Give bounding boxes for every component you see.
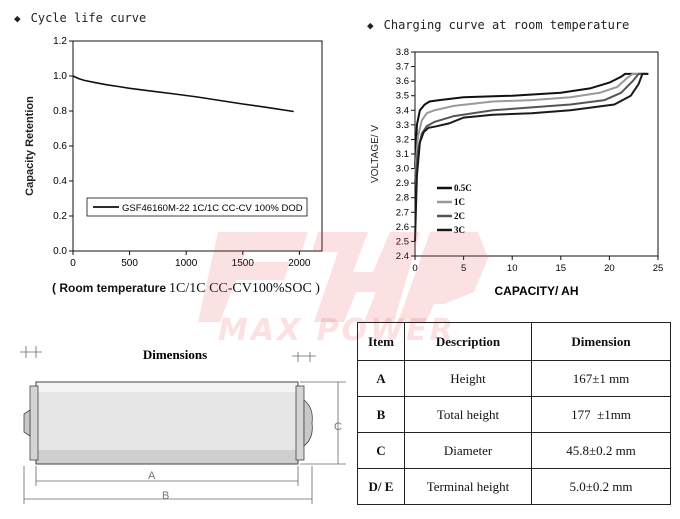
dimensions-title: Dimensions (143, 347, 207, 362)
series-line (414, 72, 649, 242)
y-tick-label: 1.0 (53, 71, 67, 82)
charging-curve-chart: 0 5 10 15 20 25 2.4 2.5 2.6 2.7 2.8 2.9 3.0 3.1 3.2 3.3… (370, 47, 664, 298)
y-tick-label: 3.7 (396, 62, 409, 73)
table-row: C Diameter 45.8±0.2 mm (357, 432, 671, 469)
x-tick-label: 2000 (288, 258, 311, 269)
y-tick-label: 3.0 (396, 164, 409, 175)
cycle-life-chart: 0 500 1000 1500 2000 0.0 0.2 0.4 0.6 0.8 1.0 1.2 Cap… (24, 36, 323, 269)
y-tick-label: 2.6 (396, 222, 409, 233)
row-dimension: 5.0±0.2 mm (531, 468, 671, 505)
y-tick-label: 3.3 (396, 120, 409, 131)
x-tick-label: 10 (507, 263, 518, 274)
legend-label: GSF46160M-22 1C/1C CC-CV 100% DOD (122, 203, 303, 214)
charging-curve-heading: ◆ Charging curve at room temperature (367, 18, 629, 32)
series-line (414, 72, 644, 169)
y-tick-label: 3.8 (396, 47, 409, 58)
row-description: Terminal height (404, 468, 532, 505)
x-tick-label: 0 (70, 258, 76, 269)
row-description: Height (404, 360, 532, 397)
x-tick-label: 1500 (232, 258, 255, 269)
legend-label: 3C (454, 225, 465, 235)
y-tick-label: 0.0 (53, 246, 67, 257)
cycle-life-heading: ◆ Cycle life curve (14, 11, 146, 25)
dimension-c-line (300, 381, 346, 465)
y-tick-label: 0.4 (53, 176, 67, 187)
x-axis-label: CAPACITY/ AH (495, 284, 579, 298)
x-tick-label: 1000 (175, 258, 198, 269)
legend-label: 0.5C (454, 183, 472, 193)
diamond-bullet-icon: ◆ (367, 19, 374, 32)
y-axis-label: Capacity Retention (24, 96, 36, 196)
legend-label: 2C (454, 211, 465, 221)
row-description: Total height (404, 396, 532, 433)
legend-box (86, 197, 308, 217)
x-tick-label: 25 (653, 263, 664, 274)
header-item: Item (357, 322, 405, 361)
row-item: C (357, 432, 405, 469)
y-tick-label: 0.6 (53, 141, 67, 152)
y-tick-label: 0.8 (53, 106, 67, 117)
dimension-b-label: B (162, 490, 169, 502)
table-header-row: Item Description Dimension (357, 322, 671, 361)
series-line (72, 75, 294, 113)
y-tick-label: 3.1 (396, 149, 409, 160)
row-item: B (357, 396, 405, 433)
x-tick-label: 5 (461, 263, 466, 274)
dimension-a-line (35, 466, 299, 486)
charging-curve-title: Charging curve at room temperature (383, 18, 630, 32)
y-axis-label: VOLTAGE/ V (370, 125, 381, 183)
row-dimension: 167±1 mm (531, 360, 671, 397)
y-tick-label: 2.4 (396, 251, 409, 262)
x-tick-label: 500 (121, 258, 138, 269)
y-tick-label: 2.9 (396, 178, 409, 189)
y-tick-label: 0.2 (53, 211, 67, 222)
header-description: Description (404, 322, 532, 361)
caption-condition: ( Room temperature (52, 281, 167, 295)
y-tick-label: 2.7 (396, 207, 409, 218)
plot-frame (72, 40, 323, 252)
dimension-b-line (23, 466, 313, 504)
dimension-spec-table: Item Description Dimension A Height 167±… (357, 322, 671, 505)
x-tick-label: 0 (412, 263, 417, 274)
table-row: A Height 167±1 mm (357, 360, 671, 397)
row-item: A (357, 360, 405, 397)
caption-protocol: 1C/1C CC-CV100%SOC ) (169, 281, 320, 296)
diamond-bullet-icon: ◆ (14, 12, 21, 25)
cycle-life-caption: ( Room temperature 1C/1C CC-CV100%SOC ) (52, 281, 320, 297)
header-dimension: Dimension (531, 322, 671, 361)
row-dimension: 177 ±1mm (531, 396, 671, 433)
y-tick-label: 2.8 (396, 193, 409, 204)
y-tick-label: 1.2 (53, 36, 67, 47)
y-tick-label: 3.5 (396, 91, 409, 102)
y-tick-label: 3.6 (396, 76, 409, 87)
dimension-c-label: C (334, 421, 342, 433)
terminal-dimension-markers (20, 346, 316, 362)
cycle-life-title: Cycle life curve (30, 11, 147, 25)
series-line (414, 72, 649, 184)
legend-label: 1C (454, 197, 465, 207)
y-tick-label: 2.5 (396, 236, 409, 247)
dimension-a-label: A (148, 470, 156, 482)
y-tick-label: 3.2 (396, 134, 409, 145)
series-line (414, 72, 649, 176)
cell-body (23, 381, 313, 465)
row-item: D/ E (357, 468, 405, 505)
row-description: Diameter (404, 432, 532, 469)
x-tick-label: 15 (556, 263, 567, 274)
x-tick-label: 20 (604, 263, 615, 274)
row-dimension: 45.8±0.2 mm (531, 432, 671, 469)
y-tick-label: 3.4 (396, 105, 409, 116)
table-row: B Total height 177 ±1mm (357, 396, 671, 433)
table-row: D/ E Terminal height 5.0±0.2 mm (357, 468, 671, 505)
dimensions-drawing: Dimensions C A B (20, 346, 346, 504)
